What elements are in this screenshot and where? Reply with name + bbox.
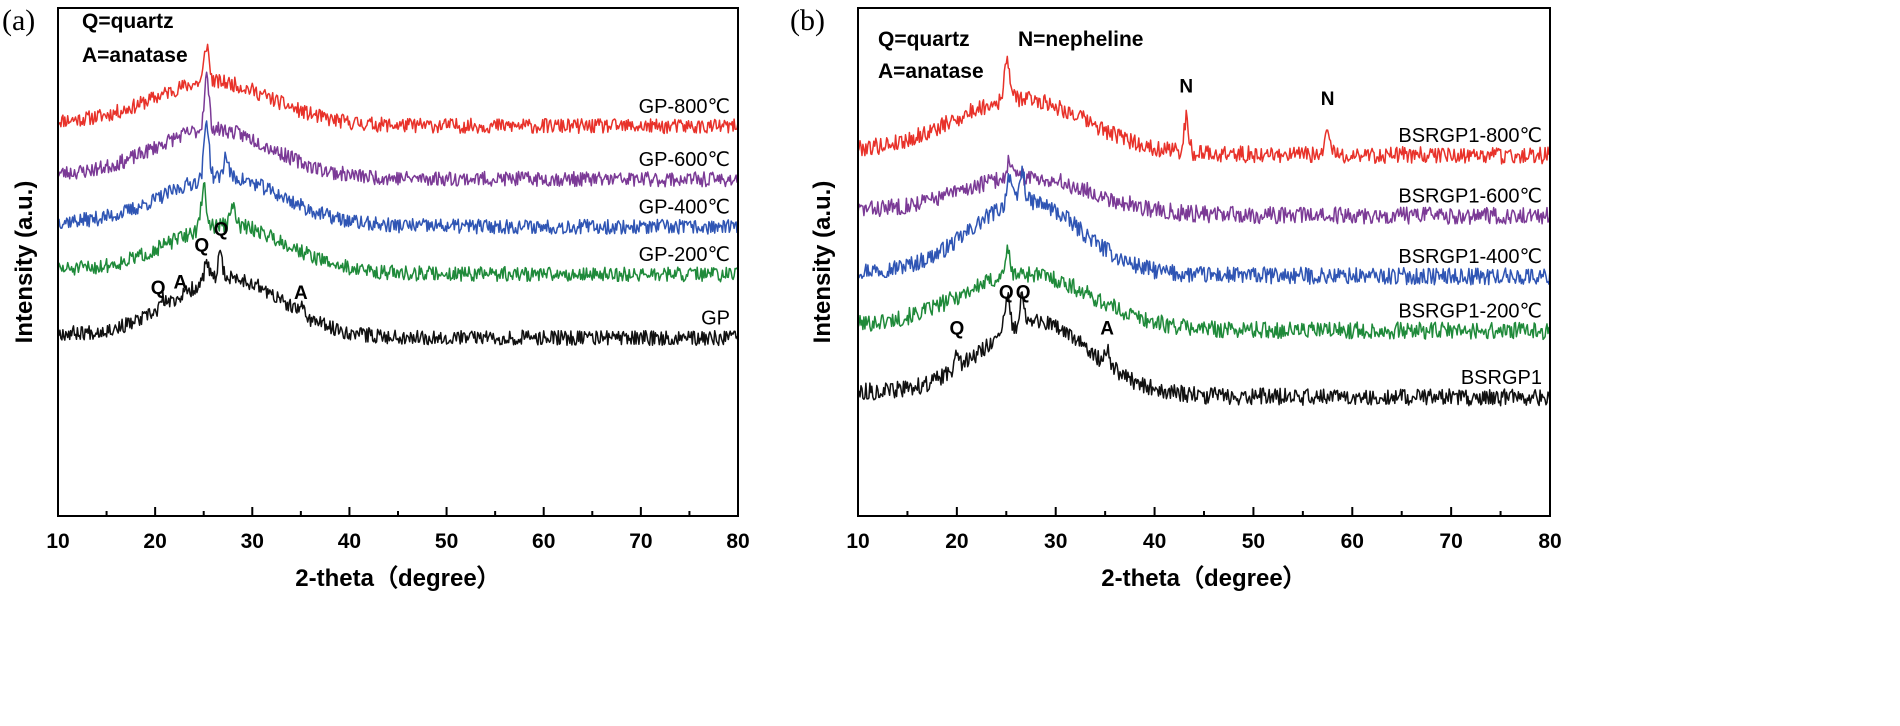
peak-annotation: N xyxy=(1321,89,1335,110)
panel-label: (b) xyxy=(790,4,825,37)
x-tick-label: 80 xyxy=(1538,530,1561,553)
series-trace xyxy=(857,165,1551,286)
series-label: GP-400℃ xyxy=(639,197,730,219)
series-trace xyxy=(857,291,1551,407)
series-label: GP-600℃ xyxy=(639,149,730,171)
series-trace xyxy=(57,43,739,135)
peak-annotation: N xyxy=(1179,77,1193,98)
x-tick-label: 60 xyxy=(1341,530,1364,553)
series-label: BSRGP1-400℃ xyxy=(1398,246,1542,268)
series-label: BSRGP1-200℃ xyxy=(1398,301,1542,323)
x-axis-title: 2-theta（degree） xyxy=(295,565,500,592)
x-tick-label: 20 xyxy=(945,530,968,553)
x-tick-label: 30 xyxy=(241,530,264,553)
peak-annotation: Q xyxy=(194,235,209,256)
series-trace xyxy=(857,244,1551,341)
x-tick-label: 50 xyxy=(1242,530,1265,553)
series-label: BSRGP1-600℃ xyxy=(1398,186,1542,208)
peak-annotation: A xyxy=(1100,319,1114,340)
peak-annotation: Q xyxy=(214,220,229,241)
series-trace xyxy=(57,71,739,188)
series-traces xyxy=(857,55,1551,407)
x-tick-label: 10 xyxy=(846,530,869,553)
x-tick-label: 50 xyxy=(435,530,458,553)
series-trace xyxy=(57,249,739,347)
series-trace xyxy=(857,154,1551,225)
x-tick-label: 70 xyxy=(629,530,652,553)
x-tick-label: 20 xyxy=(143,530,166,553)
series-label: BSRGP1 xyxy=(1461,367,1542,389)
x-tick-label: 10 xyxy=(46,530,69,553)
x-tick-label: 80 xyxy=(726,530,749,553)
series-label: GP xyxy=(701,308,730,330)
x-tick-label: 70 xyxy=(1439,530,1462,553)
series-label: GP-800℃ xyxy=(639,96,730,118)
legend-note-anatase: A=anatase xyxy=(82,44,188,67)
series-trace xyxy=(57,120,739,235)
x-axis-title: 2-theta（degree） xyxy=(1101,565,1306,592)
peak-annotation: Q xyxy=(950,319,965,340)
series-labels: GP-800℃ GP-600℃ GP-400℃ GP-200℃ GP xyxy=(639,96,730,330)
series-trace xyxy=(57,182,739,283)
x-ticks: 10 20 30 40 50 60 70 80 xyxy=(846,507,1562,553)
peak-annotation: Q xyxy=(999,282,1014,303)
series-labels: BSRGP1-800℃ BSRGP1-600℃ BSRGP1-400℃ BSRGP1-… xyxy=(1398,125,1542,389)
x-ticks: 10 20 30 40 50 60 70 80 xyxy=(46,507,750,553)
legend-note-quartz: Q=quartz xyxy=(878,28,970,51)
legend-note-nepheline: N=nepheline xyxy=(1018,28,1143,51)
y-axis-title: Intensity (a.u.) xyxy=(11,181,38,344)
panel-label: (a) xyxy=(2,4,35,37)
peak-annotation: Q xyxy=(1016,282,1031,303)
legend-note-quartz: Q=quartz xyxy=(82,10,174,33)
series-trace xyxy=(857,55,1551,165)
peak-annotation: A xyxy=(294,283,308,304)
legend-note-anatase: A=anatase xyxy=(878,60,984,83)
series-traces xyxy=(57,43,739,347)
peak-annotation: A xyxy=(174,273,188,294)
series-label: BSRGP1-800℃ xyxy=(1398,125,1542,147)
y-axis-title: Intensity (a.u.) xyxy=(809,181,836,344)
x-tick-label: 40 xyxy=(338,530,361,553)
series-label: GP-200℃ xyxy=(639,244,730,266)
plot-frame xyxy=(57,7,739,517)
panel-b: (b) Q=quartz N=nepheline A=anatase BSRGP… xyxy=(790,4,1562,592)
peak-annotation: Q xyxy=(151,278,166,299)
x-tick-label: 40 xyxy=(1143,530,1166,553)
panel-a: (a) Q=quartz A=anatase GP-800℃GP-600℃GP-… xyxy=(2,4,750,592)
x-tick-label: 30 xyxy=(1044,530,1067,553)
x-tick-label: 60 xyxy=(532,530,555,553)
